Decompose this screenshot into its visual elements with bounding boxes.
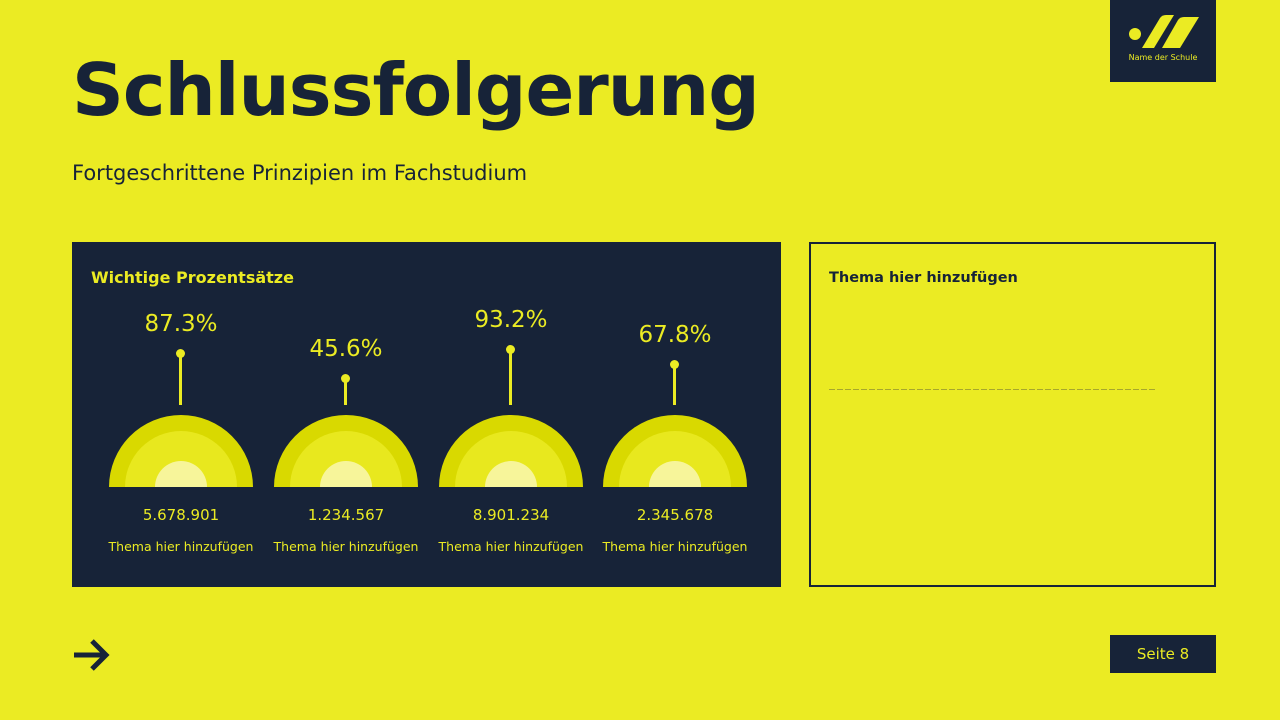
gauge-3: 93.2% 8.901.234 Thema hier hinzufügen (436, 242, 586, 587)
panel-title: Wichtige Prozentsätze (91, 268, 294, 287)
school-name: Name der Schule (1128, 53, 1198, 62)
gauge-semicircle (109, 415, 253, 487)
gauge-semicircle (439, 415, 583, 487)
gauge-number: 1.234.567 (307, 506, 385, 524)
school-logo-icon (1129, 15, 1199, 48)
gauge-semicircle (274, 415, 418, 487)
page-number: Seite 8 (1110, 635, 1216, 673)
arrow-right-icon (74, 639, 110, 671)
gauge-label: Thema hier hinzufügen (602, 539, 748, 554)
gauge-1: 87.3% 5.678.901 Thema hier hinzufügen (106, 242, 256, 587)
gauge-label: Thema hier hinzufügen (273, 539, 419, 554)
page-title: Schlussfolgerung (72, 48, 760, 132)
gauge-pin (344, 377, 347, 405)
gauge-4: 67.8% 2.345.678 Thema hier hinzufügen (600, 242, 750, 587)
percentages-panel: Wichtige Prozentsätze 87.3% 5.678.901 Th… (72, 242, 781, 587)
gauge-number: 5.678.901 (142, 506, 220, 524)
gauge-2: 45.6% 1.234.567 Thema hier hinzufügen (271, 242, 421, 587)
gauge-percent: 87.3% (144, 310, 218, 337)
gauge-number: 2.345.678 (636, 506, 714, 524)
gauge-pin (179, 352, 182, 405)
school-logo: Name der Schule (1110, 0, 1216, 82)
next-button[interactable] (72, 636, 112, 678)
gauge-percent: 45.6% (309, 335, 383, 362)
gauge-pin (673, 364, 676, 405)
card-title: Thema hier hinzufügen (829, 270, 1018, 286)
page-subtitle: Fortgeschrittene Prinzipien im Fachstudi… (72, 161, 528, 185)
gauge-label: Thema hier hinzufügen (108, 539, 254, 554)
gauge-percent: 67.8% (638, 322, 712, 349)
gauge-pin (509, 349, 512, 405)
topic-card: Thema hier hinzufügen (809, 242, 1216, 587)
placeholder-text-line (829, 389, 1157, 390)
gauge-semicircle (603, 415, 747, 487)
gauge-label: Thema hier hinzufügen (438, 539, 584, 554)
gauge-percent: 93.2% (474, 307, 548, 334)
gauge-number: 8.901.234 (472, 506, 550, 524)
